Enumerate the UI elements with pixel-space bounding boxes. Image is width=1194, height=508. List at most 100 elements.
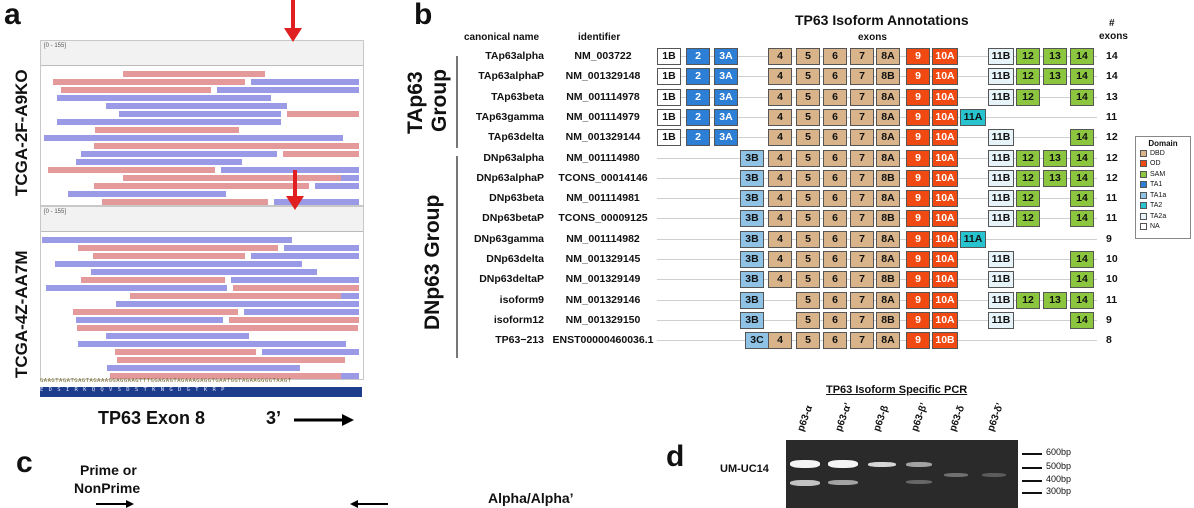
exon-box: 7 (850, 48, 874, 65)
exon-box: 5 (796, 251, 820, 268)
exon-box: 6 (823, 129, 847, 147)
exon-box: 14 (1070, 190, 1094, 208)
aligned-read (315, 183, 359, 189)
exon-box: 14 (1070, 271, 1094, 289)
aligned-read (123, 71, 265, 77)
aligned-read (94, 143, 359, 149)
igv-track-bottom: [0 - 155] (40, 206, 364, 380)
exon-label: TP63 Exon 8 (98, 408, 206, 428)
exon-count: 13 (1106, 90, 1118, 103)
aligned-read (123, 175, 359, 181)
exon-box: 14 (1070, 48, 1094, 65)
exon-box: 8A (876, 230, 900, 248)
aligned-read (244, 309, 359, 315)
exon-box: 6 (823, 48, 847, 65)
coverage-scale-top: [0 - 155] (44, 43, 67, 49)
exon-box: 7 (850, 108, 874, 126)
exon-box: 8A (876, 251, 900, 268)
isoform-identifier: NM_003722 (574, 50, 632, 62)
gel-band (982, 473, 1006, 477)
exon-box: 1B (657, 48, 681, 65)
exon-box: 10A (932, 169, 958, 187)
exon-box: 12 (1016, 149, 1040, 167)
exon-box: 3A (714, 108, 738, 126)
exon-box: 12 (1016, 68, 1040, 86)
exon-box: 11B (988, 68, 1014, 86)
aligned-read (53, 79, 245, 85)
exon-box: 11B (988, 149, 1014, 167)
exon-box: 10A (932, 271, 958, 289)
aligned-read (94, 183, 309, 189)
aligned-read (130, 293, 358, 299)
isoform-name: DNp63betaP (482, 212, 544, 225)
legend-label: TA1a (1150, 191, 1167, 199)
exon-box: 3B (740, 149, 764, 167)
exon-box: 4 (768, 271, 792, 289)
aligned-read (274, 199, 359, 205)
exon-box: 4 (768, 68, 792, 86)
exon-box: 8A (876, 149, 900, 167)
red-arrow-bottom (286, 170, 304, 210)
exon-box: 11B (988, 129, 1014, 147)
exon-box: 4 (768, 88, 792, 106)
panel-a-letter: a (4, 0, 21, 31)
legend-swatch (1140, 202, 1147, 210)
exon-box: 3B (740, 169, 764, 187)
isoform-identifier: NM_001114978 (566, 90, 640, 103)
aligned-read (283, 151, 359, 157)
aligned-read (91, 269, 317, 275)
isoform-identifier: NM_001114980 (566, 151, 640, 164)
aligned-read (44, 135, 343, 141)
exon-box: 11B (988, 271, 1014, 289)
aligned-read (233, 285, 359, 291)
exon-box: 6 (823, 332, 847, 350)
exon-box: 6 (823, 271, 847, 289)
exon-box: 10A (932, 251, 958, 268)
pcr-title: TP63 Isoform Specific PCR (826, 384, 968, 396)
lane-label: p63-δ’ (985, 401, 1007, 433)
exon-count: 14 (1106, 70, 1118, 83)
coverage-track-bottom: [0 - 155] (41, 207, 363, 232)
nucleotide-sequence: GAAGTAGATGAGTAGAAAGGAGGAAGTTTGGAGAGTAGAA… (40, 378, 292, 384)
exon-box: 3C (745, 332, 769, 350)
aligned-read (106, 103, 287, 109)
exon-box: 10A (932, 48, 958, 65)
legend-item: TA2 (1136, 201, 1190, 212)
col-header-count-1: # (1109, 18, 1115, 29)
exon-box: 7 (850, 68, 874, 86)
exon-box: 5 (796, 88, 820, 106)
isoform-identifier: NM_001329150 (565, 313, 641, 326)
exon-box: 6 (823, 149, 847, 167)
panel-c-letter: c (16, 446, 33, 479)
exon-count: 11 (1106, 192, 1118, 205)
isoform-name: DNp63delta (486, 253, 544, 265)
aligned-read (95, 127, 239, 133)
exon-box: 12 (1016, 291, 1040, 309)
gel-band (906, 462, 932, 467)
exon-box: 3B (740, 271, 764, 289)
aligned-read (76, 317, 223, 323)
exon-box: 7 (850, 190, 874, 208)
isoform-identifier: NM_001114982 (566, 232, 640, 245)
isoform-name: TAp63delta (488, 131, 544, 144)
exon-box: 4 (768, 210, 792, 228)
exon-box: 6 (823, 291, 847, 309)
ladder-tick (1022, 467, 1042, 469)
exon-box: 10B (932, 332, 958, 350)
col-header-count-2: exons (1099, 31, 1128, 42)
primer-label-2: NonPrime (74, 480, 141, 496)
exon-box: 6 (823, 108, 847, 126)
ladder-label: 400bp (1046, 474, 1072, 484)
aligned-read (61, 87, 211, 93)
exon-box: 14 (1070, 129, 1094, 147)
isoform-name: TAp63gamma (475, 110, 544, 123)
legend-label: NA (1150, 223, 1160, 231)
exon-box: 9 (906, 291, 930, 309)
exon-box: 5 (796, 169, 820, 187)
isoform-identifier: NM_001329145 (565, 253, 641, 265)
exon-box: 3B (740, 311, 764, 329)
legend-item: TA2a (1136, 211, 1190, 222)
aligned-read (107, 365, 300, 371)
exon-box: 14 (1070, 169, 1094, 187)
exon-box: 8A (876, 88, 900, 106)
